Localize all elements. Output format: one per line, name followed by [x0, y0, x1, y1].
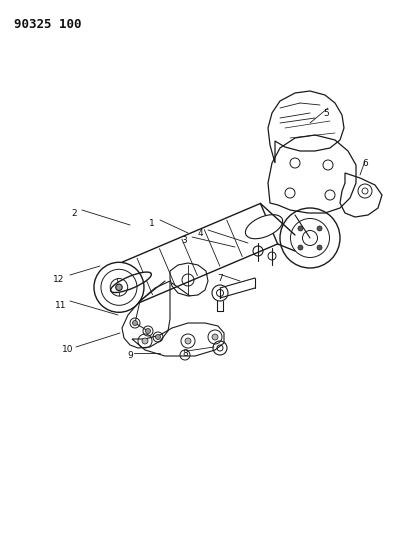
Ellipse shape [110, 272, 151, 293]
Text: 6: 6 [361, 158, 367, 167]
Circle shape [115, 284, 122, 290]
Circle shape [145, 328, 150, 334]
Circle shape [316, 226, 321, 231]
Text: 9: 9 [127, 351, 133, 359]
Circle shape [132, 320, 137, 326]
Circle shape [211, 334, 218, 340]
Text: 7: 7 [216, 273, 222, 282]
Text: 5: 5 [322, 109, 328, 117]
Circle shape [155, 335, 160, 340]
Circle shape [297, 226, 302, 231]
Text: 90325 100: 90325 100 [14, 18, 81, 31]
Circle shape [142, 338, 148, 344]
Circle shape [316, 245, 321, 250]
Ellipse shape [245, 215, 282, 239]
Text: 2: 2 [71, 208, 77, 217]
Text: 12: 12 [52, 274, 64, 284]
Text: 11: 11 [54, 301, 66, 310]
Text: 3: 3 [181, 236, 187, 245]
Text: 1: 1 [149, 219, 155, 228]
Text: 10: 10 [62, 345, 74, 354]
Circle shape [184, 338, 191, 344]
Circle shape [297, 245, 302, 250]
Text: 8: 8 [182, 349, 187, 358]
Text: 4: 4 [197, 229, 202, 238]
